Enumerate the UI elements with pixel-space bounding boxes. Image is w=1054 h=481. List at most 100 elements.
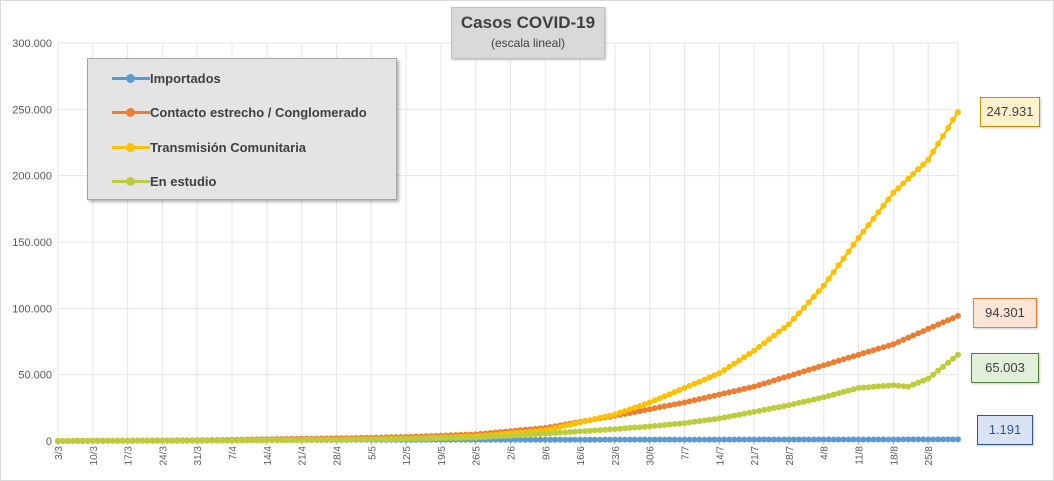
y-tick-label: 300.000 — [12, 38, 52, 50]
data-point — [840, 255, 847, 262]
data-point — [656, 436, 663, 443]
data-point — [935, 436, 942, 443]
data-point — [616, 425, 623, 432]
data-point — [751, 383, 758, 390]
data-point — [676, 400, 683, 407]
data-point — [766, 436, 772, 443]
data-point — [810, 436, 817, 443]
data-point — [865, 436, 872, 443]
data-point — [244, 437, 250, 444]
data-point — [815, 395, 822, 402]
data-point — [572, 428, 579, 435]
data-point — [621, 425, 628, 432]
data-point — [686, 419, 693, 426]
data-point — [751, 436, 758, 443]
data-point — [810, 396, 817, 403]
data-point — [418, 435, 424, 442]
data-point — [696, 436, 703, 443]
data-point — [641, 436, 648, 443]
data-point — [756, 382, 763, 389]
data-point — [850, 386, 857, 393]
chart-subtitle: (escala lineal) — [490, 36, 566, 50]
data-point — [830, 269, 837, 276]
data-point — [482, 434, 489, 441]
data-point — [696, 396, 703, 403]
data-point — [820, 394, 827, 401]
data-point — [731, 412, 738, 419]
data-point — [577, 436, 584, 443]
data-point — [577, 428, 584, 435]
data-point — [497, 433, 504, 440]
data-point — [790, 315, 797, 322]
data-point — [781, 325, 787, 331]
data-point — [776, 376, 782, 382]
data-point — [905, 175, 912, 182]
legend-item: Importados — [88, 68, 221, 88]
data-point — [935, 140, 942, 147]
data-point — [631, 436, 638, 443]
x-tick-label: 23/6 — [611, 446, 622, 466]
data-point — [721, 390, 728, 397]
data-point — [716, 391, 723, 398]
data-point — [646, 399, 653, 406]
x-tick-label: 4/8 — [820, 446, 831, 460]
data-point — [795, 399, 802, 406]
data-point — [945, 359, 952, 366]
data-point — [298, 437, 305, 444]
data-point — [626, 436, 633, 443]
data-point — [383, 436, 390, 443]
data-point — [64, 438, 71, 444]
data-point — [408, 435, 414, 442]
x-tick-label: 17/3 — [124, 446, 135, 466]
data-point — [592, 427, 598, 434]
data-point — [910, 381, 917, 388]
data-point — [736, 411, 743, 418]
data-point — [661, 422, 668, 428]
data-point — [229, 437, 235, 444]
data-point — [950, 355, 956, 362]
legend-swatch — [112, 102, 150, 122]
data-point — [925, 156, 932, 163]
data-point — [174, 437, 181, 444]
data-point — [621, 436, 628, 443]
data-point — [696, 378, 703, 385]
y-tick-label: 0 — [46, 436, 52, 448]
data-point — [661, 393, 668, 400]
data-point — [204, 437, 211, 444]
data-point — [701, 436, 708, 443]
chart-title: Casos COVID-19 — [460, 13, 596, 32]
data-point — [582, 418, 589, 425]
data-point — [109, 437, 116, 444]
data-point — [955, 312, 961, 319]
data-point — [930, 323, 937, 330]
data-point — [736, 387, 743, 393]
data-point — [268, 437, 275, 444]
data-point — [522, 431, 529, 438]
data-point — [358, 436, 365, 443]
data-point — [900, 336, 907, 343]
data-point — [895, 436, 902, 443]
data-point — [512, 432, 519, 439]
data-point — [646, 406, 653, 413]
data-point — [930, 436, 937, 443]
data-point — [656, 404, 663, 411]
data-point — [736, 357, 743, 364]
data-point — [726, 389, 733, 396]
data-point — [860, 384, 867, 391]
data-point — [681, 420, 688, 427]
data-point — [800, 436, 807, 443]
data-point — [805, 397, 812, 404]
data-point — [930, 148, 937, 155]
data-point — [790, 401, 797, 407]
data-point — [457, 435, 464, 441]
data-point — [800, 304, 807, 311]
data-point — [860, 228, 867, 235]
data-point — [850, 353, 857, 360]
data-point — [701, 417, 708, 424]
data-point — [940, 436, 947, 443]
data-point — [726, 413, 733, 420]
chart-title-box: Casos COVID-19 (escala lineal) — [451, 7, 605, 59]
data-point — [855, 235, 862, 241]
data-point — [840, 356, 847, 363]
data-point — [845, 354, 852, 361]
